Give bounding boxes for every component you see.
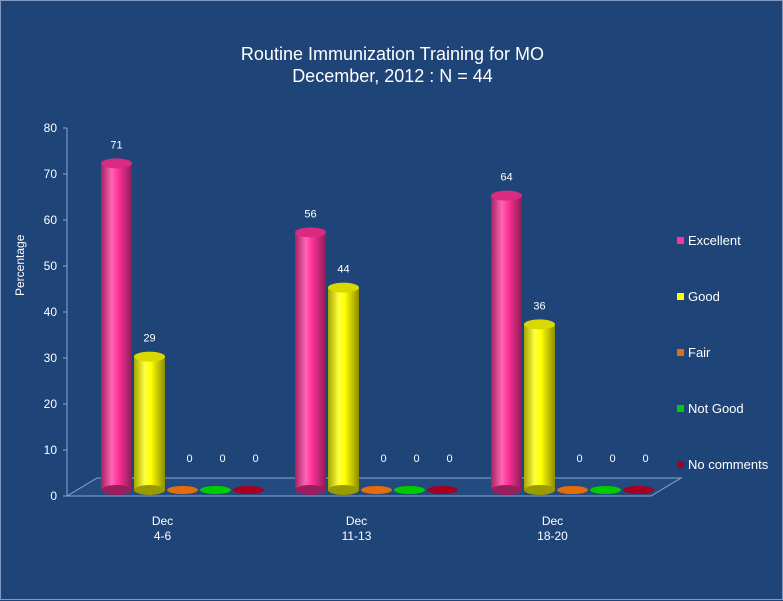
legend-label: Fair <box>688 345 711 360</box>
bar-zero-disc <box>167 486 198 494</box>
bar-body <box>101 163 132 490</box>
data-label: 36 <box>533 300 545 312</box>
data-label: 0 <box>252 453 258 465</box>
data-label: 29 <box>143 333 155 345</box>
y-tick-label: 0 <box>50 489 57 503</box>
bar-body <box>134 356 165 490</box>
bar-zero-disc <box>361 486 392 494</box>
bar-body <box>524 324 555 490</box>
data-label: 0 <box>186 453 192 465</box>
bar-base <box>101 485 132 495</box>
bar-zero-disc <box>623 486 654 494</box>
legend-swatch <box>677 349 684 356</box>
bar-top <box>295 227 326 238</box>
y-tick-label: 30 <box>44 351 58 365</box>
legend-item: Excellent <box>677 233 741 249</box>
data-label: 44 <box>337 264 349 276</box>
legend-item: Not Good <box>677 401 744 417</box>
y-tick-label: 80 <box>44 121 58 135</box>
x-tick-label: Dec <box>152 514 173 528</box>
legend-item: Fair <box>677 345 710 361</box>
data-label: 0 <box>642 453 648 465</box>
legend-swatch <box>677 237 684 244</box>
data-label: 0 <box>219 453 225 465</box>
chart-title-line1: Routine Immunization Training for MO <box>240 44 545 64</box>
bar-zero-disc <box>557 486 588 494</box>
bar-base <box>134 485 165 495</box>
bar-top <box>134 351 165 362</box>
y-tick-label: 10 <box>44 443 58 457</box>
data-label: 71 <box>110 139 122 151</box>
bar-top <box>524 319 555 330</box>
bar-base <box>328 485 359 495</box>
data-label: 0 <box>380 453 386 465</box>
x-tick-label: Dec <box>542 514 563 528</box>
bar-zero-disc <box>427 486 458 494</box>
bar-zero-disc <box>394 486 425 494</box>
legend-label: No comments <box>688 457 769 472</box>
y-tick-label: 40 <box>44 305 58 319</box>
x-tick-label: 18-20 <box>537 529 568 543</box>
legend-label: Not Good <box>688 401 744 416</box>
bar-top <box>101 158 132 169</box>
data-label: 64 <box>500 172 512 184</box>
bar-body <box>328 287 359 490</box>
y-tick-label: 20 <box>44 397 58 411</box>
legend-item: Good <box>677 289 720 305</box>
legend-swatch <box>677 405 684 412</box>
bar-base <box>491 485 522 495</box>
bar-top <box>491 190 522 201</box>
legend-swatch <box>677 293 684 300</box>
data-label: 0 <box>413 453 419 465</box>
legend-item: No comments <box>677 457 768 473</box>
y-tick-label: 50 <box>44 259 58 273</box>
data-label: 0 <box>576 453 582 465</box>
y-tick-label: 60 <box>44 213 58 227</box>
x-tick-label: Dec <box>346 514 367 528</box>
data-label: 0 <box>609 453 615 465</box>
legend-label: Excellent <box>688 233 741 248</box>
data-label: 56 <box>304 208 316 220</box>
legend-label: Good <box>688 289 720 304</box>
bar-body <box>295 232 326 490</box>
x-tick-label: 11-13 <box>342 529 372 543</box>
y-tick-label: 70 <box>44 167 58 181</box>
bar-zero-disc <box>233 486 264 494</box>
bar-base <box>524 485 555 495</box>
legend-swatch <box>677 461 684 468</box>
bar-body <box>491 195 522 490</box>
bar-top <box>328 282 359 293</box>
bar-zero-disc <box>590 486 621 494</box>
chart-title-line2: December, 2012 : N = 44 <box>292 66 493 86</box>
data-label: 0 <box>446 453 452 465</box>
x-tick-label: 4-6 <box>154 529 172 543</box>
bar-zero-disc <box>200 486 231 494</box>
bar-base <box>295 485 326 495</box>
